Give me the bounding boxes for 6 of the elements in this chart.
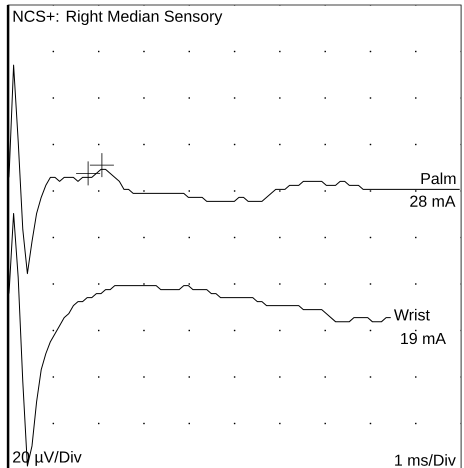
annotation: 1 ms/Div [395, 454, 456, 466]
series-label: Palm [422, 172, 456, 184]
annotation: 19 mA [401, 332, 446, 344]
series-label: Wrist [394, 308, 430, 321]
annotation: 28 mA [410, 196, 456, 207]
chart-title: NCS+: Right Median Sensory [14, 10, 222, 26]
